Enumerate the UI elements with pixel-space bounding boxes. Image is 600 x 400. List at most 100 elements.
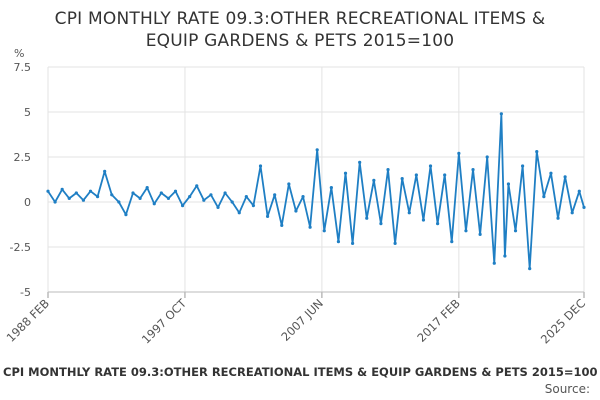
data-point [471,168,475,172]
y-tick-label: 7.5 [14,61,32,74]
data-point [379,222,383,226]
y-tick-label: -2.5 [10,241,31,254]
x-tick-label: 2017 FEB [414,296,463,345]
data-point [117,200,121,204]
data-point [258,164,263,168]
data-point [443,173,447,177]
data-point [542,195,546,199]
data-point [577,189,581,193]
data-point [358,160,362,164]
data-point [188,195,192,199]
data-point [436,222,440,226]
data-point [88,189,93,193]
data-point [315,148,319,152]
data-point [549,171,553,175]
data-point [556,216,560,220]
data-point [336,240,341,244]
chart-title-line-2: EQUIP GARDENS & PETS 2015=100 [145,31,455,51]
x-tick-label: 1997 OCT [139,296,190,347]
y-tick-label: 0 [24,196,31,209]
data-point [457,151,461,155]
data-point [400,177,404,181]
data-point [287,182,291,186]
data-point [301,195,305,199]
data-point [365,216,369,220]
data-point [95,195,100,199]
data-point [166,196,171,200]
data-point [350,241,355,245]
data-point [251,204,256,208]
data-point [414,173,418,177]
x-axis: 1988 FEB 1997 OCT 2007 JUN 2017 FEB 2025 DEC [4,291,588,347]
data-point [230,200,234,204]
footer-title: CPI MONTHLY RATE 09.3:OTHER RECREATIONAL… [3,365,598,379]
data-point [273,193,277,197]
data-point [202,198,206,202]
data-point [152,202,156,206]
data-point [499,112,503,116]
data-point [570,211,574,215]
data-point [216,205,220,209]
data-point [322,229,326,233]
data-point [223,191,227,195]
data-point [308,225,312,229]
series-line [47,112,585,270]
data-point [74,191,78,195]
data-point [485,155,489,159]
data-point [528,267,532,271]
data-point [450,240,454,244]
data-point [159,191,163,195]
data-point [180,204,185,208]
data-point [244,195,248,199]
data-point [145,186,149,190]
data-point [329,186,333,190]
data-point [280,223,284,227]
data-point [294,209,298,213]
data-point [124,213,128,217]
y-tick-label: 5 [24,106,31,119]
data-point [506,182,511,186]
data-point [53,200,57,204]
series-layer [46,112,586,271]
data-point [582,205,586,209]
chart-title: CPI MONTHLY RATE 09.3:OTHER RECREATIONAL… [0,8,600,52]
data-point [173,189,178,193]
y-axis-unit-label: % [14,47,24,60]
y-axis: 7.5 5 2.5 0 -2.5 -5 [10,61,31,299]
data-point [60,187,64,191]
chart-title-line-1: CPI MONTHLY RATE 09.3:OTHER RECREATIONAL… [54,9,546,29]
footer-source: Source: [544,382,590,396]
data-point [428,164,433,168]
data-point [138,196,142,200]
data-point [464,229,468,233]
data-point [492,261,496,265]
x-tick-label: 2007 JUN [278,296,326,344]
grid-layer [47,66,585,293]
data-point [110,193,114,197]
x-tick-label: 1988 FEB [4,296,53,345]
data-point [46,189,50,193]
data-point [343,171,348,175]
data-point [535,150,539,154]
y-tick-label: 2.5 [14,151,32,164]
data-point [372,178,376,182]
data-point [67,196,71,200]
data-point [513,229,518,233]
data-point [81,198,86,202]
data-point [563,175,567,179]
data-point [386,168,390,172]
data-point [393,241,397,245]
x-tick-label: 2025 DEC [538,296,588,346]
data-point [103,169,107,173]
data-point [209,193,213,197]
data-point [521,164,525,168]
data-point [478,232,482,236]
data-point [195,184,199,188]
data-point [421,218,426,222]
data-point [407,211,411,215]
y-tick-label: -5 [20,286,31,299]
data-point [265,214,270,218]
data-point [237,211,241,215]
data-point [503,254,507,258]
